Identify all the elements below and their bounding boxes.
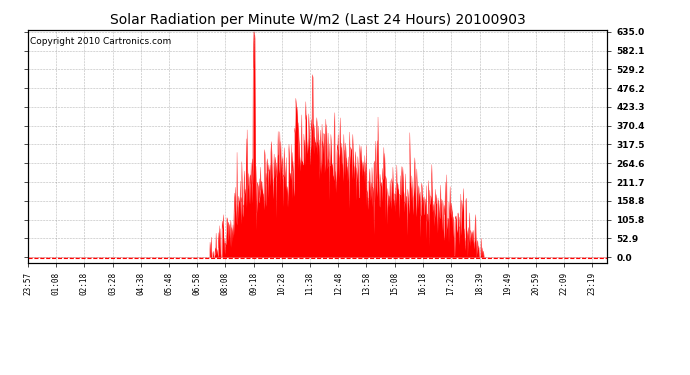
Title: Solar Radiation per Minute W/m2 (Last 24 Hours) 20100903: Solar Radiation per Minute W/m2 (Last 24… <box>110 13 525 27</box>
Text: Copyright 2010 Cartronics.com: Copyright 2010 Cartronics.com <box>30 37 172 46</box>
